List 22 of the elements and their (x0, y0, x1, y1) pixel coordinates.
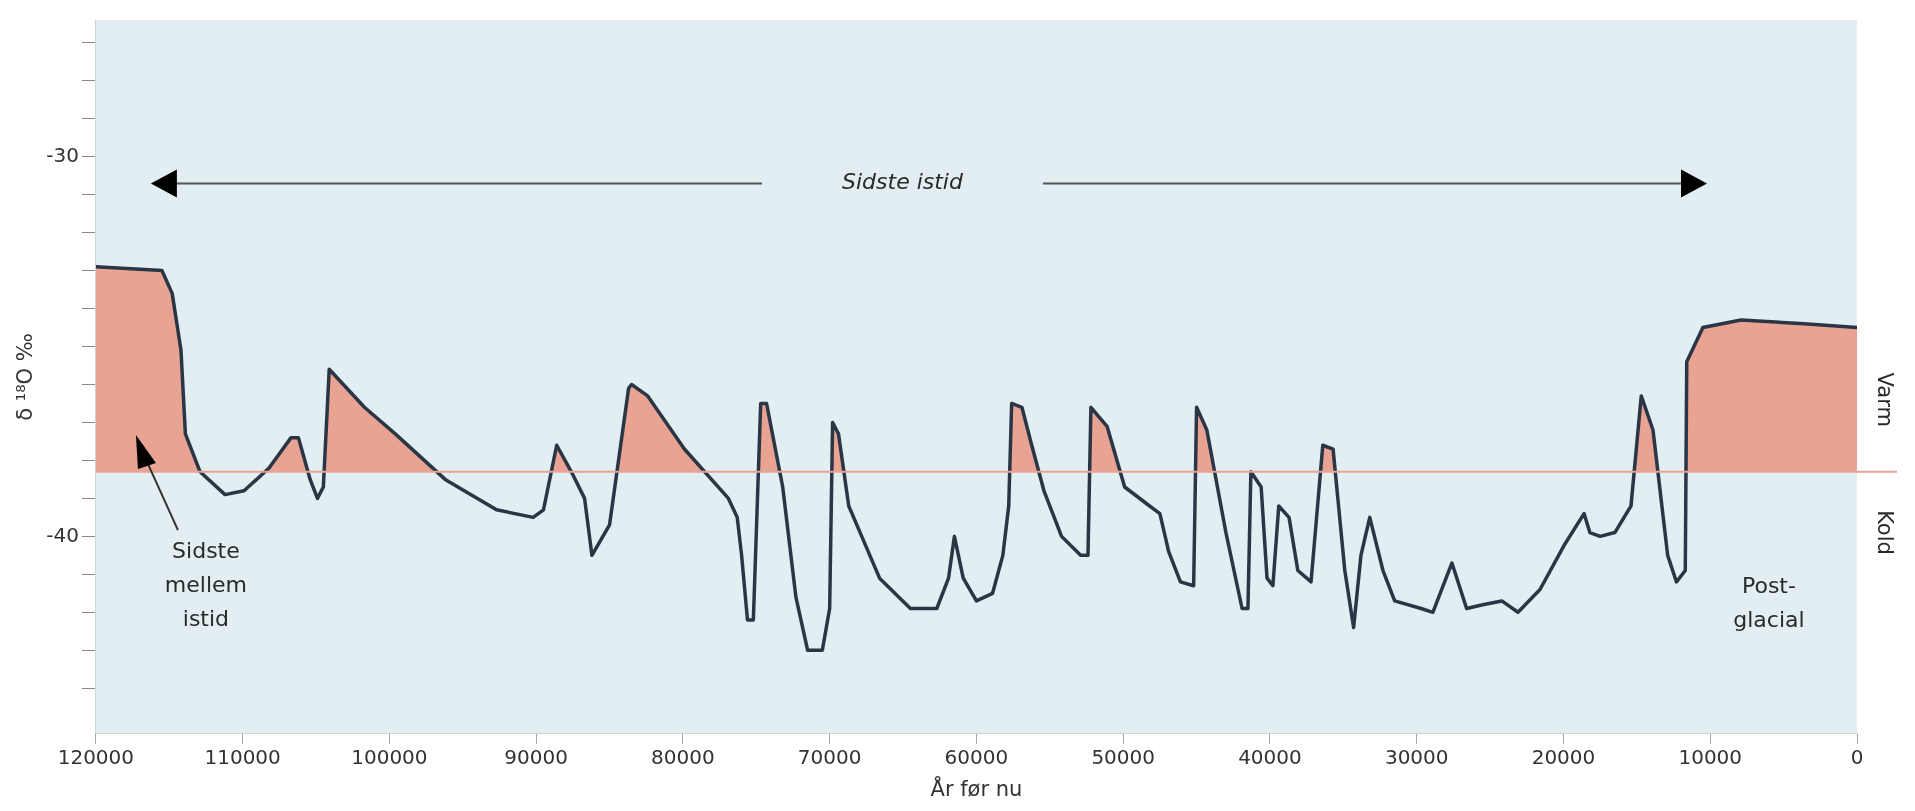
y-tick-label: -30 (46, 142, 79, 167)
x-tick-label: 100000 (351, 745, 428, 769)
x-tick-label: 10000 (1678, 745, 1743, 769)
x-tick-label: 110000 (204, 745, 281, 769)
x-tick-label: 70000 (797, 745, 862, 769)
x-tick-label: 0 (1850, 745, 1864, 769)
text: Kold (1872, 510, 1897, 555)
x-axis-title: År før nu (930, 774, 1023, 801)
x-tick-label: 60000 (944, 745, 1009, 769)
x-tick-label: 30000 (1384, 745, 1449, 769)
annotation: Post-glacial (1733, 573, 1805, 633)
text: Varm (1872, 372, 1897, 427)
x-tick-label: 50000 (1091, 745, 1156, 769)
y-tick-label: -40 (46, 522, 79, 547)
x-tick-label: 40000 (1238, 745, 1302, 769)
x-tick-label: 120000 (57, 745, 135, 769)
y-axis-title: δ ¹⁸O ‰ (13, 333, 38, 421)
annotation: Sidste mellem istid (164, 537, 248, 631)
annotation: Sidste istid (842, 169, 964, 195)
x-tick-label: 20000 (1531, 745, 1596, 769)
x-tick-label: 90000 (504, 745, 568, 769)
x-tick-label: 80000 (651, 745, 715, 769)
